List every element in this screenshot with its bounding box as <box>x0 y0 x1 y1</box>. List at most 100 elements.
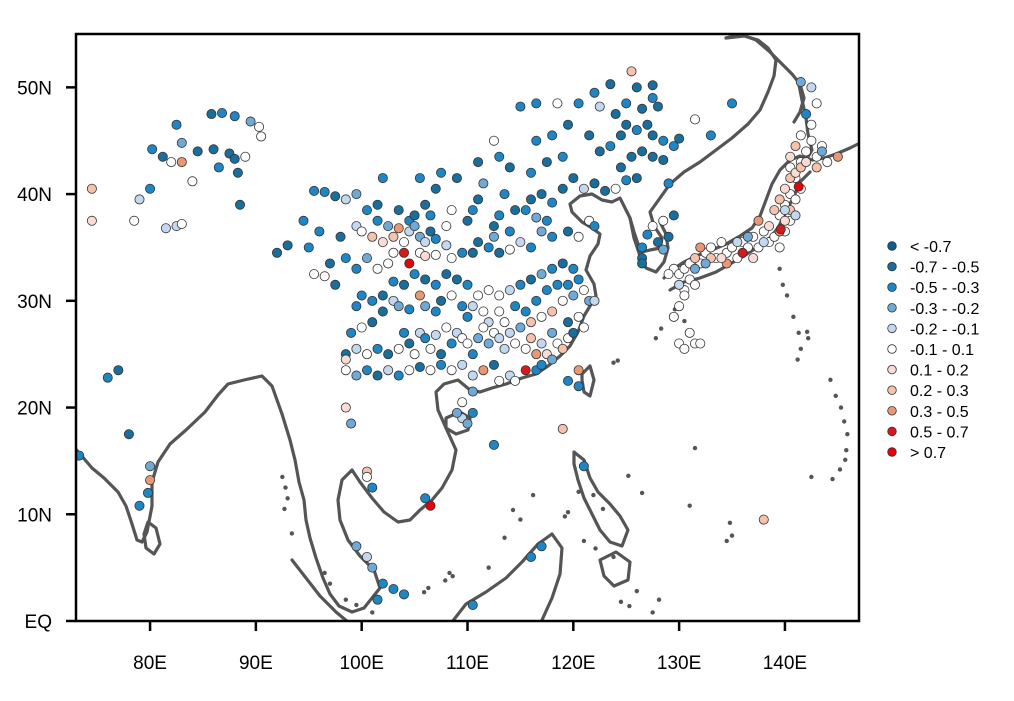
station-point <box>478 322 489 333</box>
island-dot <box>280 474 285 480</box>
station-point <box>377 237 388 248</box>
island-dot <box>502 535 507 540</box>
station-point <box>388 247 399 258</box>
station-point <box>652 101 663 112</box>
station-point <box>404 338 415 349</box>
station-point <box>467 386 478 397</box>
station-point <box>541 157 552 168</box>
station-point <box>462 418 473 429</box>
station-point <box>356 290 367 301</box>
station-point <box>420 199 431 210</box>
station-point <box>510 375 521 386</box>
island-dot <box>600 506 606 512</box>
station-point <box>309 269 320 280</box>
legend-swatch <box>887 241 897 251</box>
station-point <box>563 279 574 290</box>
station-point <box>785 151 796 162</box>
coastline-mindanao <box>598 550 632 588</box>
station-point <box>483 338 494 349</box>
station-point <box>404 258 415 269</box>
station-point <box>473 194 484 205</box>
station-point <box>393 370 404 381</box>
station-point <box>147 144 158 155</box>
station-point <box>399 237 410 248</box>
station-point <box>621 175 632 186</box>
island-dot <box>845 432 850 437</box>
station-point <box>483 285 494 296</box>
island-dot <box>626 473 631 479</box>
station-point <box>425 500 436 511</box>
station-point <box>547 197 558 208</box>
legend-label: -0.2 - -0.1 <box>910 321 979 338</box>
station-point <box>420 250 431 261</box>
station-point <box>367 482 378 493</box>
legend: < -0.7 -0.7 - -0.5 -0.5 - -0.3 -0.3 - -0.2 -… <box>887 239 979 462</box>
station-point <box>510 205 521 216</box>
station-point <box>409 349 420 360</box>
station-point <box>573 365 584 376</box>
island-dot <box>283 485 288 490</box>
island-dot <box>656 597 662 602</box>
station-point <box>254 121 265 132</box>
island-dot <box>843 457 848 463</box>
station-point <box>340 354 351 365</box>
island-dot <box>611 360 616 365</box>
station-point <box>409 210 420 221</box>
island-dot <box>450 573 455 579</box>
island-dot <box>795 357 800 362</box>
x-tick-label: 80E <box>133 653 167 674</box>
station-point <box>494 375 505 386</box>
island-dots <box>280 266 850 615</box>
legend-label: 0.5 - 0.7 <box>910 424 969 441</box>
legend-swatch <box>887 303 897 313</box>
station-point <box>436 349 447 360</box>
island-dot <box>593 546 598 551</box>
station-point <box>430 306 441 317</box>
station-point <box>467 599 478 610</box>
y-tick-label: 40N <box>17 185 52 206</box>
station-point <box>589 221 600 232</box>
island-dot <box>687 503 692 508</box>
station-point <box>547 263 558 274</box>
station-point <box>563 375 574 386</box>
station-point <box>319 186 330 197</box>
station-point <box>129 215 140 226</box>
legend-label: -0.5 - -0.3 <box>910 280 979 297</box>
station-point <box>615 162 626 173</box>
island-dot <box>804 329 810 334</box>
station-point <box>695 242 706 253</box>
station-point <box>589 87 600 98</box>
station-point <box>446 205 457 216</box>
station-point <box>372 594 383 605</box>
station-point <box>409 269 420 280</box>
island-dot <box>447 570 452 576</box>
legend-swatch <box>887 385 897 395</box>
station-point <box>531 295 542 306</box>
island-dot <box>615 358 620 363</box>
station-point <box>425 226 436 237</box>
station-point <box>668 141 679 152</box>
station-point <box>351 189 362 200</box>
island-dot <box>421 589 427 595</box>
station-point <box>525 317 536 328</box>
station-point <box>658 244 669 255</box>
station-point <box>674 133 685 144</box>
station-point <box>282 240 293 251</box>
station-point <box>441 322 452 333</box>
island-dot <box>650 610 655 615</box>
station-point <box>679 290 690 301</box>
station-point <box>536 189 547 200</box>
station-point <box>594 101 605 112</box>
station-point <box>457 359 468 370</box>
station-point <box>340 194 351 205</box>
station-point <box>674 279 685 290</box>
station-point <box>806 135 817 146</box>
station-point <box>504 162 515 173</box>
station-point <box>626 66 637 77</box>
island-dot <box>830 476 835 482</box>
legend-swatch <box>887 261 897 272</box>
station-point <box>383 258 394 269</box>
station-point <box>594 146 605 157</box>
island-dot <box>627 603 632 609</box>
station-point <box>525 167 536 178</box>
